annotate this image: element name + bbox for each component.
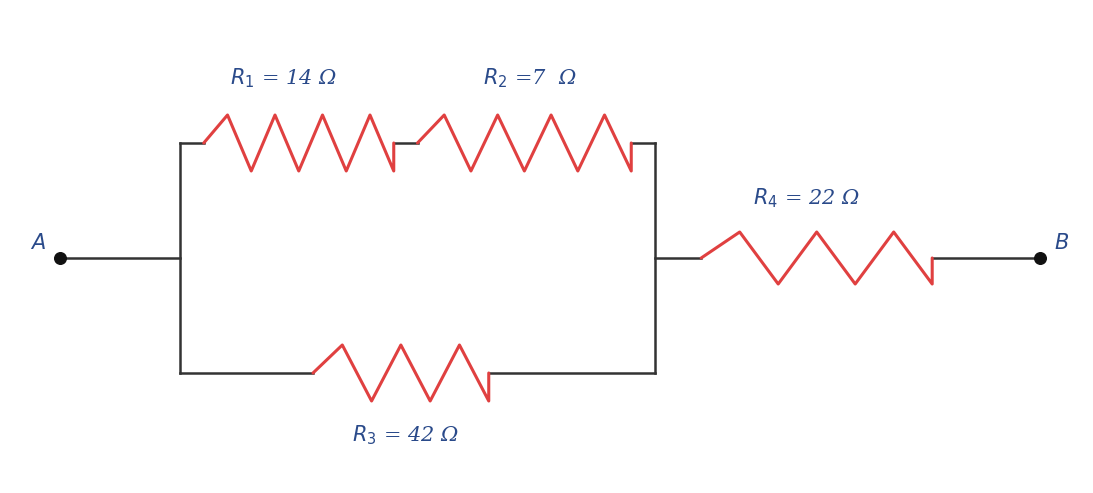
Text: $B$: $B$ — [1055, 233, 1070, 253]
Text: $R_2$ =7  Ω: $R_2$ =7 Ω — [483, 67, 576, 90]
Text: $A$: $A$ — [30, 233, 46, 253]
Text: $R_4$ = 22 Ω: $R_4$ = 22 Ω — [753, 186, 860, 210]
Text: $R_1$ = 14 Ω: $R_1$ = 14 Ω — [231, 67, 337, 90]
Point — [51, 254, 69, 262]
Text: $R_3$ = 42 Ω: $R_3$ = 42 Ω — [352, 423, 459, 447]
Point — [1032, 254, 1049, 262]
